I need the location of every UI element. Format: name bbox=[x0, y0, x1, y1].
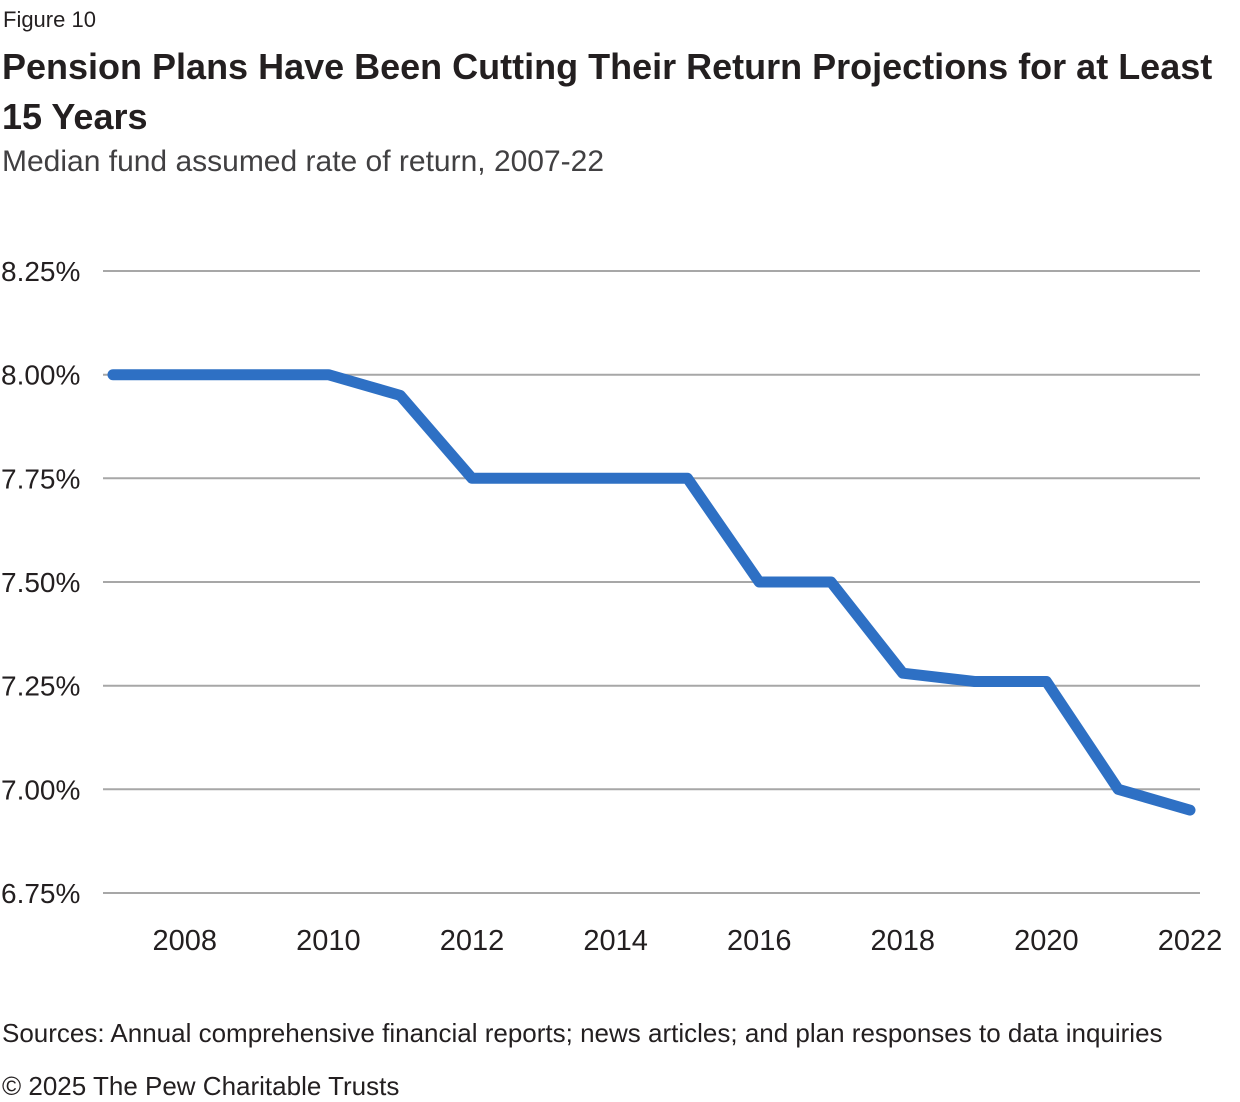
x-tick-label: 2014 bbox=[583, 925, 648, 957]
y-tick-label: 6.75% bbox=[1, 878, 80, 909]
y-tick-label: 7.00% bbox=[1, 774, 80, 805]
series-line bbox=[107, 369, 1196, 816]
x-tick-label: 2012 bbox=[440, 925, 505, 957]
y-tick-label: 7.25% bbox=[1, 671, 80, 702]
chart-title: Pension Plans Have Been Cutting Their Re… bbox=[2, 46, 1213, 137]
y-tick-label: 8.00% bbox=[1, 360, 80, 391]
x-tick-label: 2018 bbox=[871, 925, 936, 957]
y-tick-label: 8.25% bbox=[1, 256, 80, 287]
y-tick-label: 7.50% bbox=[1, 567, 80, 598]
y-tick-label: 7.75% bbox=[1, 463, 80, 494]
copyright: © 2025 The Pew Charitable Trusts bbox=[2, 1071, 400, 1101]
chart-subtitle: Median fund assumed rate of return, 2007… bbox=[2, 145, 605, 178]
x-tick-label: 2016 bbox=[727, 925, 792, 957]
x-tick-label: 2020 bbox=[1014, 925, 1079, 957]
x-tick-label: 2010 bbox=[296, 925, 361, 957]
figure-label: Figure 10 bbox=[3, 7, 96, 32]
source-note: Sources: Annual comprehensive financial … bbox=[2, 1018, 1163, 1048]
x-tick-label: 2008 bbox=[153, 925, 218, 957]
x-tick-label: 2022 bbox=[1158, 925, 1223, 957]
